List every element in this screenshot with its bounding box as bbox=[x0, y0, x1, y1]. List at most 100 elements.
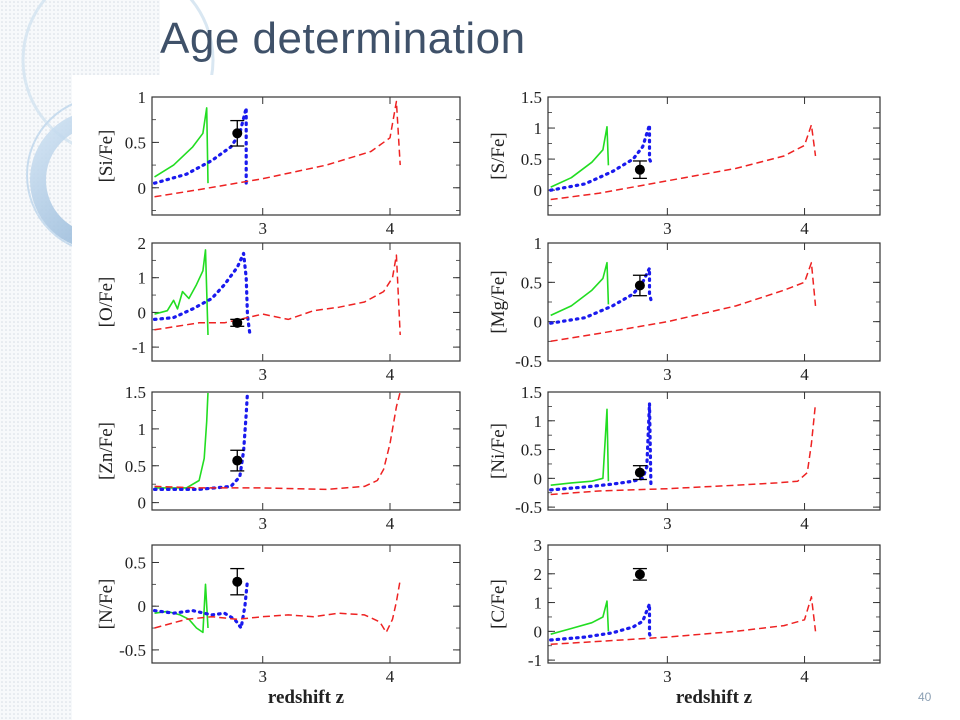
y-tick-label: 0.5 bbox=[521, 273, 542, 292]
chart-panel-2: 3 4 -1 0 1 2 [O/Fe] bbox=[96, 234, 461, 384]
x-tick-label: 3 bbox=[663, 365, 672, 384]
x-tick-label: 3 bbox=[258, 365, 267, 384]
chart-panel-5: 3 4 -0.5 0 0.5 1 1.5 [Ni/Fe] bbox=[488, 383, 881, 533]
y-axis-label: [Zn/Fe] bbox=[96, 422, 117, 480]
x-tick-label: 3 bbox=[258, 514, 267, 533]
x-tick-label: 4 bbox=[800, 514, 809, 533]
y-tick-label: 1 bbox=[534, 234, 543, 253]
chart-panel-3: 3 4 -0.5 0 0.5 1 [Mg/Fe] bbox=[488, 234, 881, 384]
x-tick-label: 3 bbox=[663, 667, 672, 686]
x-tick-label: 4 bbox=[800, 667, 809, 686]
y-tick-label: 1 bbox=[138, 269, 147, 288]
y-tick-label: 1.5 bbox=[521, 88, 542, 107]
series-green-line bbox=[550, 408, 610, 486]
series-red-line bbox=[154, 100, 401, 198]
y-tick-label: 0 bbox=[138, 179, 147, 198]
x-tick-label: 4 bbox=[386, 219, 395, 238]
series-red-line bbox=[154, 254, 401, 336]
slide-number: 40 bbox=[918, 690, 932, 704]
series-blue-line bbox=[549, 401, 653, 492]
plot-frame bbox=[151, 391, 461, 511]
data-point bbox=[232, 128, 243, 139]
slide-title: Age determination bbox=[160, 14, 526, 63]
y-tick-label: 0 bbox=[534, 181, 543, 200]
x-axis-label: redshift z bbox=[268, 687, 345, 708]
x-tick-label: 3 bbox=[258, 667, 267, 686]
data-point bbox=[232, 576, 243, 587]
series-blue-line bbox=[153, 578, 250, 630]
plot-frame bbox=[547, 96, 881, 216]
y-tick-label: 1 bbox=[138, 88, 147, 107]
y-tick-label: 1 bbox=[138, 420, 147, 439]
y-tick-label: 1 bbox=[534, 412, 543, 431]
y-tick-label: 0 bbox=[534, 622, 543, 641]
chart-panel-4: 3 4 0 0.5 1 1.5 [Zn/Fe] bbox=[96, 383, 461, 533]
y-tick-label: 0 bbox=[534, 313, 543, 332]
series-green-line bbox=[154, 107, 209, 184]
y-tick-label: 1.5 bbox=[125, 383, 146, 402]
y-tick-label: 2 bbox=[138, 234, 147, 253]
plot-frame bbox=[151, 96, 461, 216]
data-point bbox=[634, 280, 645, 291]
y-tick-label: 2 bbox=[534, 565, 543, 584]
plot-frame bbox=[151, 242, 461, 362]
plot-frame bbox=[547, 544, 881, 664]
plot-frame bbox=[547, 242, 881, 362]
y-tick-label: 1 bbox=[534, 594, 543, 613]
series-green-line bbox=[550, 126, 610, 188]
data-point bbox=[232, 317, 243, 328]
chart-panel-1: 3 4 0 0.5 1 1.5 [S/Fe] bbox=[488, 88, 881, 238]
series-red-line bbox=[550, 261, 817, 343]
series-green-line bbox=[154, 249, 209, 336]
x-tick-label: 4 bbox=[386, 514, 395, 533]
series-blue-line bbox=[153, 106, 250, 190]
y-tick-label: -0.5 bbox=[515, 352, 542, 371]
y-tick-label: 0.5 bbox=[521, 150, 542, 169]
y-axis-label: [Mg/Fe] bbox=[488, 270, 509, 333]
series-red-line bbox=[550, 124, 817, 201]
y-axis-label: [Si/Fe] bbox=[96, 130, 117, 183]
y-axis-label: [N/Fe] bbox=[96, 579, 117, 630]
y-tick-label: 0 bbox=[138, 597, 147, 616]
y-tick-label: 3 bbox=[534, 536, 543, 555]
series-green-line bbox=[154, 393, 209, 489]
y-axis-label: [S/Fe] bbox=[488, 132, 509, 180]
x-tick-label: 3 bbox=[258, 219, 267, 238]
dotted-header-strip bbox=[100, 0, 160, 78]
x-tick-label: 4 bbox=[386, 365, 395, 384]
series-blue-line bbox=[153, 393, 250, 491]
chart-panel-0: 3 4 0 0.5 1 [Si/Fe] bbox=[96, 88, 461, 238]
series-red-line bbox=[550, 403, 817, 496]
x-tick-label: 4 bbox=[800, 365, 809, 384]
series-blue-line bbox=[153, 251, 252, 337]
y-axis-label: [C/Fe] bbox=[488, 579, 509, 629]
series-red-line bbox=[154, 579, 401, 634]
data-point bbox=[232, 455, 243, 466]
series-green-line bbox=[550, 600, 610, 635]
plot-frame bbox=[151, 544, 461, 664]
y-tick-label: 0 bbox=[138, 303, 147, 322]
y-tick-label: -1 bbox=[528, 651, 542, 670]
x-tick-label: 3 bbox=[663, 514, 672, 533]
data-point bbox=[634, 467, 645, 478]
series-red-line bbox=[154, 393, 401, 491]
y-tick-label: 1.5 bbox=[521, 383, 542, 402]
plot-frame bbox=[547, 391, 881, 511]
series-green-line bbox=[154, 583, 209, 634]
data-point bbox=[634, 569, 645, 580]
y-tick-label: -1 bbox=[132, 338, 146, 357]
y-tick-label: 0 bbox=[534, 469, 543, 488]
y-tick-label: 0.5 bbox=[125, 553, 146, 572]
series-blue-line bbox=[549, 123, 653, 192]
y-tick-label: -0.5 bbox=[119, 641, 146, 660]
y-tick-label: 1 bbox=[534, 119, 543, 138]
y-tick-label: 0.5 bbox=[125, 133, 146, 152]
chart-panel-6: 3 4 -0.5 0 0.5 [N/Fe] redshift z bbox=[96, 544, 461, 708]
y-tick-label: 0.5 bbox=[125, 457, 146, 476]
data-point bbox=[634, 164, 645, 175]
series-green-line bbox=[550, 261, 610, 317]
y-axis-label: [O/Fe] bbox=[96, 277, 117, 328]
x-tick-label: 4 bbox=[386, 667, 395, 686]
x-axis-label: redshift z bbox=[676, 687, 753, 708]
